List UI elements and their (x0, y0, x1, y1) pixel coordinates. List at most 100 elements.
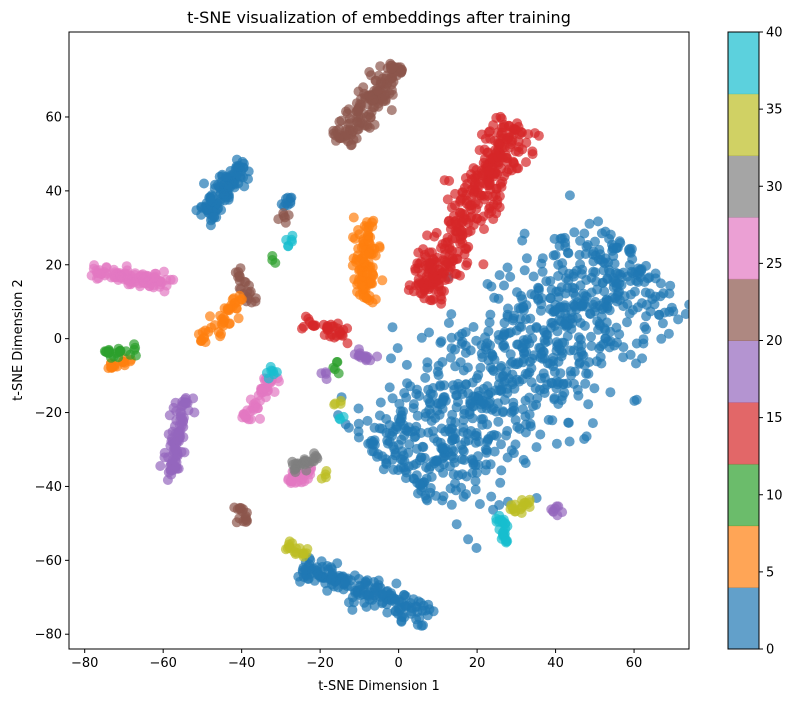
scatter-point (573, 351, 584, 362)
scatter-point (501, 430, 512, 441)
scatter-point (377, 275, 388, 286)
scatter-point (333, 368, 344, 379)
scatter-point (348, 212, 359, 223)
scatter-point (513, 303, 524, 313)
scatter-point (367, 278, 378, 289)
scatter-point (382, 607, 393, 618)
scatter-point (559, 319, 570, 330)
scatter-point (535, 305, 546, 316)
scatter-point (533, 294, 544, 305)
scatter-point (520, 395, 531, 406)
scatter-point (424, 604, 435, 615)
scatter-point (395, 67, 406, 78)
scatter-point (443, 258, 453, 269)
scatter-point (533, 130, 544, 141)
y-tick-label: −40 (35, 480, 62, 495)
scatter-point (527, 146, 538, 157)
scatter-point (485, 309, 496, 320)
scatter-point (240, 513, 251, 524)
scatter-point (491, 183, 502, 194)
scatter-point (353, 403, 364, 414)
scatter-point (579, 360, 590, 371)
scatter-point (255, 413, 265, 424)
scatter-point (595, 341, 606, 352)
scatter-point (416, 256, 427, 267)
scatter-point (556, 233, 567, 244)
scatter-point (433, 274, 444, 285)
scatter-point (402, 378, 413, 389)
scatter-point (413, 278, 424, 289)
scatter-point (462, 257, 473, 268)
scatter-point (479, 224, 489, 235)
scatter-point (209, 183, 220, 194)
scatter-point (445, 352, 456, 363)
scatter-point (573, 390, 584, 401)
scatter-point (221, 171, 232, 182)
scatter-point (374, 423, 385, 434)
scatter-point (421, 271, 432, 282)
scatter-point (442, 194, 453, 205)
scatter-point (609, 340, 620, 351)
scatter-point (173, 428, 184, 439)
scatter-point (491, 516, 502, 527)
scatter-point (386, 63, 397, 74)
scatter-point (321, 466, 332, 476)
scatter-point (386, 353, 396, 364)
scatter-point (137, 273, 148, 283)
scatter-point (499, 329, 510, 340)
scatter-point (316, 473, 327, 484)
scatter-point (545, 293, 556, 304)
scatter-point (366, 107, 377, 118)
scatter-point (367, 262, 378, 273)
scatter-point (159, 266, 169, 277)
x-tick-label: −20 (306, 656, 333, 671)
colorbar-tick-label: 15 (766, 411, 783, 426)
scatter-point (510, 146, 521, 157)
scatter-point (551, 438, 562, 449)
scatter-point (556, 395, 567, 406)
scatter-point (350, 587, 361, 598)
scatter-point (489, 446, 500, 457)
scatter-point (551, 337, 562, 348)
scatter-point (485, 133, 496, 144)
scatter-point (429, 231, 440, 242)
scatter-point (656, 333, 667, 344)
scatter-point (415, 455, 425, 466)
colorbar-tick-label: 35 (766, 103, 783, 118)
scatter-point (493, 416, 504, 427)
scatter-point (535, 429, 546, 440)
scatter-point (456, 482, 467, 493)
scatter-point (178, 412, 189, 423)
scatter-point (155, 461, 166, 471)
scatter-point (600, 226, 611, 237)
scatter-point (593, 216, 604, 227)
scatter-point (351, 106, 362, 117)
scatter-point (466, 174, 477, 185)
scatter-point (516, 322, 527, 332)
scatter-point (149, 273, 160, 283)
scatter-point (631, 394, 642, 405)
scatter-point (216, 328, 226, 339)
scatter-point (359, 257, 370, 268)
scatter-point (393, 439, 404, 450)
scatter-point (458, 427, 469, 438)
scatter-point (374, 410, 385, 421)
scatter-point (470, 484, 481, 495)
scatter-point (614, 278, 625, 289)
scatter-point (563, 417, 574, 428)
scatter-point (691, 331, 701, 341)
scatter-point (607, 245, 618, 256)
scatter-point (414, 390, 425, 401)
scatter-point (484, 126, 495, 137)
scatter-point (449, 384, 460, 395)
scatter-point (346, 139, 357, 150)
scatter-point (403, 461, 414, 472)
scatter-point (482, 435, 493, 445)
scatter-point (505, 349, 516, 360)
scatter-points (86, 58, 701, 631)
scatter-point (300, 564, 311, 575)
scatter-point (375, 397, 386, 408)
scatter-point (578, 288, 589, 299)
plot-frame (68, 31, 690, 650)
scatter-point (413, 488, 423, 499)
